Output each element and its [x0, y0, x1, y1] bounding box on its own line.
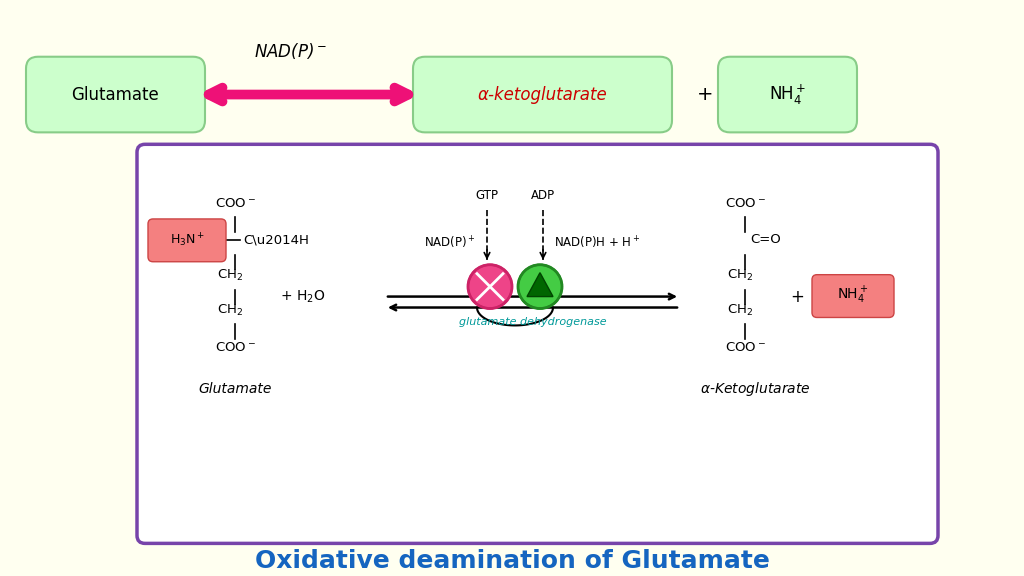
- Text: CH$_2$: CH$_2$: [727, 268, 753, 283]
- Text: NAD(P)$^+$: NAD(P)$^+$: [424, 234, 476, 251]
- FancyBboxPatch shape: [137, 145, 938, 543]
- Text: COO$^-$: COO$^-$: [725, 341, 765, 354]
- Text: C=O: C=O: [750, 233, 780, 247]
- Text: + H$_2$O: + H$_2$O: [280, 289, 326, 305]
- Circle shape: [518, 265, 562, 309]
- Text: COO$^-$: COO$^-$: [215, 341, 255, 354]
- Text: NH$_4^+$: NH$_4^+$: [838, 285, 868, 306]
- Text: CH$_2$: CH$_2$: [217, 303, 243, 318]
- Text: Oxidative deamination of Glutamate: Oxidative deamination of Glutamate: [255, 550, 769, 573]
- Text: CH$_2$: CH$_2$: [217, 268, 243, 283]
- Text: GTP: GTP: [475, 189, 499, 202]
- FancyArrowPatch shape: [209, 88, 409, 101]
- Text: +: +: [696, 85, 714, 104]
- FancyBboxPatch shape: [812, 275, 894, 317]
- Text: Glutamate: Glutamate: [199, 382, 271, 396]
- FancyBboxPatch shape: [26, 56, 205, 132]
- Text: NAD(P)$^-$: NAD(P)$^-$: [254, 41, 327, 60]
- Text: ADP: ADP: [530, 189, 555, 202]
- FancyBboxPatch shape: [718, 56, 857, 132]
- FancyBboxPatch shape: [413, 56, 672, 132]
- Text: NAD(P)H + H$^+$: NAD(P)H + H$^+$: [554, 234, 640, 251]
- Text: C\u2014H: C\u2014H: [243, 233, 309, 247]
- Text: NH$_4^+$: NH$_4^+$: [769, 82, 806, 107]
- Polygon shape: [527, 272, 553, 297]
- Text: +: +: [791, 287, 804, 306]
- Text: $\alpha$-Ketoglutarate: $\alpha$-Ketoglutarate: [699, 380, 810, 398]
- Text: glutamate dehydrogenase: glutamate dehydrogenase: [459, 317, 606, 327]
- Text: H$_3$N$^+$: H$_3$N$^+$: [170, 232, 205, 249]
- Text: α-ketoglutarate: α-ketoglutarate: [477, 86, 607, 104]
- Text: Glutamate: Glutamate: [72, 86, 160, 104]
- Text: COO$^-$: COO$^-$: [215, 196, 255, 210]
- FancyBboxPatch shape: [148, 219, 226, 262]
- Text: COO$^-$: COO$^-$: [725, 196, 765, 210]
- Text: CH$_2$: CH$_2$: [727, 303, 753, 318]
- Circle shape: [468, 265, 512, 309]
